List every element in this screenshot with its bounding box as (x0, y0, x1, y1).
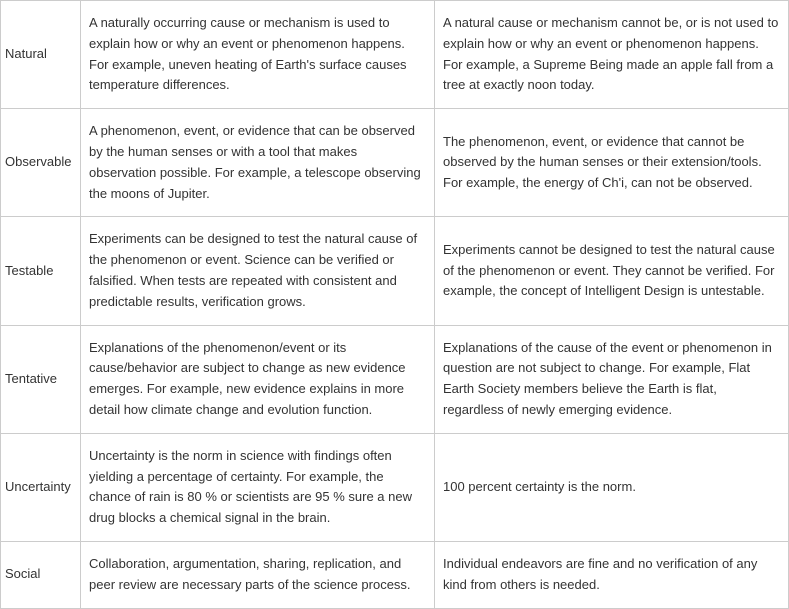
table-row: Social Collaboration, argumentation, sha… (1, 541, 789, 608)
row-label: Uncertainty (1, 433, 81, 541)
row-label: Natural (1, 1, 81, 109)
row-nonscientific: A natural cause or mechanism cannot be, … (435, 1, 789, 109)
row-nonscientific: 100 percent certainty is the norm. (435, 433, 789, 541)
row-label: Social (1, 541, 81, 608)
row-nonscientific: Experiments cannot be designed to test t… (435, 217, 789, 325)
comparison-table: Natural A naturally occurring cause or m… (0, 0, 789, 609)
row-nonscientific: Explanations of the cause of the event o… (435, 325, 789, 433)
row-label: Tentative (1, 325, 81, 433)
row-nonscientific: The phenomenon, event, or evidence that … (435, 109, 789, 217)
row-scientific: A phenomenon, event, or evidence that ca… (81, 109, 435, 217)
table-row: Natural A naturally occurring cause or m… (1, 1, 789, 109)
row-scientific: Collaboration, argumentation, sharing, r… (81, 541, 435, 608)
row-label: Observable (1, 109, 81, 217)
row-scientific: Explanations of the phenomenon/event or … (81, 325, 435, 433)
row-label: Testable (1, 217, 81, 325)
table-row: Testable Experiments can be designed to … (1, 217, 789, 325)
table-row: Tentative Explanations of the phenomenon… (1, 325, 789, 433)
row-nonscientific: Individual endeavors are fine and no ver… (435, 541, 789, 608)
row-scientific: Experiments can be designed to test the … (81, 217, 435, 325)
row-scientific: A naturally occurring cause or mechanism… (81, 1, 435, 109)
table-row: Observable A phenomenon, event, or evide… (1, 109, 789, 217)
table-row: Uncertainty Uncertainty is the norm in s… (1, 433, 789, 541)
row-scientific: Uncertainty is the norm in science with … (81, 433, 435, 541)
